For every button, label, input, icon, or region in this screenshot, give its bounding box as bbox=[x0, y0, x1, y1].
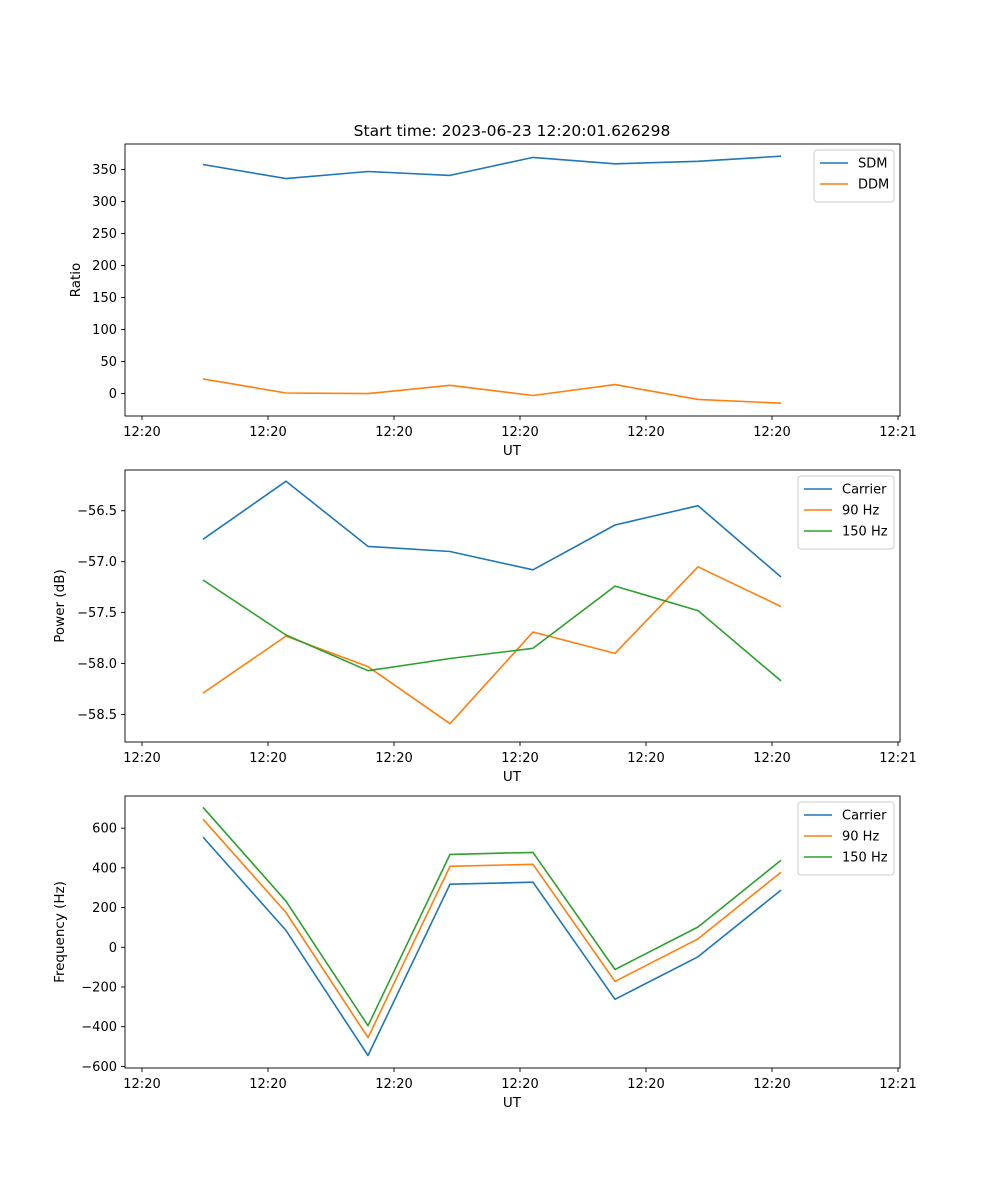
series-line-150-hz bbox=[202, 806, 782, 1027]
plot-frame bbox=[124, 469, 901, 743]
x-tick-label: 12:20 bbox=[627, 751, 664, 766]
y-tick-label: −600 bbox=[81, 1060, 117, 1075]
x-tick-label: 12:21 bbox=[879, 425, 916, 440]
legend-label: Carrier bbox=[842, 809, 887, 824]
legend: SDM DDM bbox=[813, 149, 895, 203]
y-tick-label: −57.0 bbox=[77, 555, 117, 570]
x-axis-label: UT bbox=[503, 1095, 522, 1111]
legend-label: 150 Hz bbox=[842, 851, 888, 866]
x-tick-label: 12:20 bbox=[627, 1077, 664, 1092]
chart-panels: 12:20 12:20 12:20 12:20 12:20 12:20 12:21 0 50 10… bbox=[52, 143, 917, 1111]
y-tick-label: −400 bbox=[81, 1020, 117, 1035]
series-line-ddm bbox=[202, 378, 782, 404]
y-tick-label: 200 bbox=[92, 901, 117, 916]
x-tick-label: 12:20 bbox=[501, 425, 538, 440]
y-tick-label: 400 bbox=[92, 861, 117, 876]
y-axis-label: Power (dB) bbox=[52, 569, 68, 642]
y-tick-label: 150 bbox=[92, 291, 117, 306]
y-tick-label: −58.5 bbox=[77, 708, 117, 723]
y-axis-label: Ratio bbox=[68, 263, 84, 298]
x-tick-label: 12:20 bbox=[501, 751, 538, 766]
figure-title: Start time: 2023-06-23 12:20:01.626298 bbox=[354, 122, 671, 140]
legend-label: 90 Hz bbox=[842, 830, 879, 845]
x-tick-label: 12:20 bbox=[375, 425, 412, 440]
y-tick-label: 100 bbox=[92, 323, 117, 338]
y-tick-label: −58.0 bbox=[77, 657, 117, 672]
x-axis-label: UT bbox=[503, 443, 522, 459]
legend-label: 90 Hz bbox=[842, 504, 879, 519]
y-tick-label: −56.5 bbox=[77, 504, 117, 519]
legend-label: 150 Hz bbox=[842, 525, 888, 540]
x-tick-label: 12:20 bbox=[249, 425, 286, 440]
y-tick-label: −57.5 bbox=[77, 606, 117, 621]
x-tick-label: 12:20 bbox=[753, 751, 790, 766]
series-line-carrier bbox=[202, 480, 782, 578]
chart-panel-1: 12:20 12:20 12:20 12:20 12:20 12:20 12:21 0 50 10… bbox=[68, 143, 917, 459]
legend-label: Carrier bbox=[842, 483, 887, 498]
y-tick-label: 600 bbox=[92, 822, 117, 837]
y-tick-label: 200 bbox=[92, 259, 117, 274]
y-tick-label: 50 bbox=[100, 355, 117, 370]
chart-panel-2: 12:20 12:20 12:20 12:20 12:20 12:20 12:21 −58.5… bbox=[52, 469, 917, 785]
series-line-sdm bbox=[202, 155, 782, 180]
y-axis-label: Frequency (Hz) bbox=[52, 881, 68, 983]
plot-frame bbox=[124, 795, 901, 1069]
x-tick-label: 12:20 bbox=[627, 425, 664, 440]
series-line-carrier bbox=[202, 836, 782, 1057]
legend: Carrier 90 Hz 150 Hz bbox=[797, 801, 895, 876]
legend: Carrier 90 Hz 150 Hz bbox=[797, 475, 895, 550]
x-tick-label: 12:21 bbox=[879, 751, 916, 766]
y-tick-label: 0 bbox=[109, 387, 117, 402]
x-tick-label: 12:20 bbox=[123, 751, 160, 766]
x-tick-label: 12:21 bbox=[879, 1077, 916, 1092]
x-tick-label: 12:20 bbox=[249, 751, 286, 766]
y-tick-label: 300 bbox=[92, 195, 117, 210]
x-tick-label: 12:20 bbox=[753, 425, 790, 440]
y-tick-label: 0 bbox=[109, 941, 117, 956]
y-tick-label: 250 bbox=[92, 227, 117, 242]
chart-panel-3: 12:20 12:20 12:20 12:20 12:20 12:20 12:21 −600 −… bbox=[52, 795, 917, 1111]
plot-frame bbox=[124, 143, 901, 417]
legend-label: DDM bbox=[858, 178, 889, 193]
y-tick-label: 350 bbox=[92, 163, 117, 178]
y-tick-label: −200 bbox=[81, 980, 117, 995]
series-line-90-hz bbox=[202, 818, 782, 1039]
x-tick-label: 12:20 bbox=[375, 1077, 412, 1092]
x-tick-label: 12:20 bbox=[753, 1077, 790, 1092]
series-line-150-hz bbox=[202, 579, 782, 682]
x-tick-label: 12:20 bbox=[501, 1077, 538, 1092]
x-tick-label: 12:20 bbox=[123, 1077, 160, 1092]
x-tick-label: 12:20 bbox=[123, 425, 160, 440]
x-tick-label: 12:20 bbox=[249, 1077, 286, 1092]
x-axis-label: UT bbox=[503, 769, 522, 785]
x-tick-label: 12:20 bbox=[375, 751, 412, 766]
legend-label: SDM bbox=[858, 157, 887, 172]
